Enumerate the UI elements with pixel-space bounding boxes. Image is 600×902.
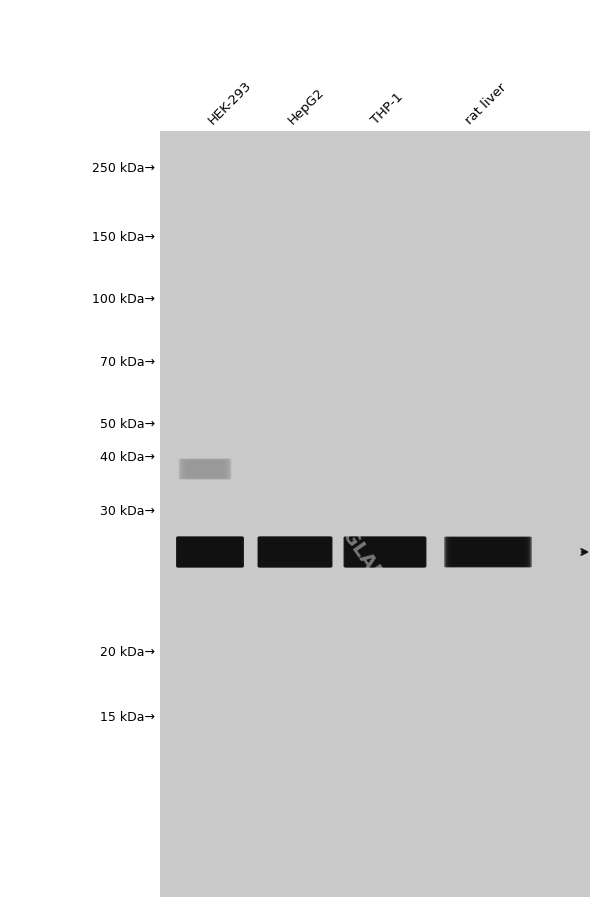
FancyBboxPatch shape	[181, 460, 229, 479]
FancyBboxPatch shape	[353, 539, 416, 566]
FancyBboxPatch shape	[352, 539, 418, 566]
FancyBboxPatch shape	[262, 538, 328, 566]
FancyBboxPatch shape	[265, 538, 325, 566]
FancyBboxPatch shape	[447, 538, 529, 567]
Text: rat liver: rat liver	[463, 81, 509, 127]
FancyBboxPatch shape	[266, 539, 324, 566]
FancyBboxPatch shape	[179, 459, 232, 480]
FancyBboxPatch shape	[354, 539, 416, 566]
FancyBboxPatch shape	[178, 538, 242, 567]
FancyBboxPatch shape	[179, 538, 241, 567]
FancyBboxPatch shape	[267, 539, 323, 566]
FancyBboxPatch shape	[350, 538, 420, 566]
FancyBboxPatch shape	[344, 537, 426, 567]
FancyBboxPatch shape	[451, 538, 526, 566]
FancyBboxPatch shape	[183, 539, 237, 566]
FancyBboxPatch shape	[258, 537, 332, 567]
FancyBboxPatch shape	[181, 538, 239, 566]
FancyBboxPatch shape	[182, 538, 238, 566]
FancyBboxPatch shape	[349, 538, 421, 566]
FancyBboxPatch shape	[180, 538, 240, 566]
FancyBboxPatch shape	[261, 538, 329, 566]
FancyBboxPatch shape	[178, 538, 242, 567]
FancyBboxPatch shape	[179, 459, 231, 480]
FancyBboxPatch shape	[176, 537, 244, 567]
FancyBboxPatch shape	[449, 538, 527, 566]
FancyBboxPatch shape	[182, 460, 228, 479]
Text: THP-1: THP-1	[369, 90, 406, 127]
FancyBboxPatch shape	[449, 538, 526, 566]
FancyBboxPatch shape	[182, 460, 227, 479]
FancyBboxPatch shape	[347, 538, 423, 567]
FancyBboxPatch shape	[180, 459, 230, 480]
FancyBboxPatch shape	[185, 539, 235, 565]
FancyBboxPatch shape	[260, 538, 330, 567]
FancyBboxPatch shape	[452, 538, 524, 566]
FancyBboxPatch shape	[448, 538, 528, 566]
FancyBboxPatch shape	[263, 538, 326, 566]
Text: 100 kDa→: 100 kDa→	[92, 293, 155, 306]
FancyBboxPatch shape	[181, 538, 239, 566]
FancyBboxPatch shape	[260, 538, 329, 567]
FancyBboxPatch shape	[353, 539, 417, 566]
Text: HEK-293: HEK-293	[206, 78, 254, 127]
FancyBboxPatch shape	[445, 537, 531, 567]
FancyBboxPatch shape	[184, 539, 236, 566]
FancyBboxPatch shape	[176, 537, 244, 568]
Text: 70 kDa→: 70 kDa→	[100, 356, 155, 369]
FancyBboxPatch shape	[451, 538, 525, 566]
FancyBboxPatch shape	[181, 538, 239, 566]
FancyBboxPatch shape	[179, 538, 241, 566]
FancyBboxPatch shape	[181, 459, 229, 480]
Text: 30 kDa→: 30 kDa→	[100, 505, 155, 518]
FancyBboxPatch shape	[185, 539, 235, 566]
FancyBboxPatch shape	[444, 537, 532, 568]
FancyBboxPatch shape	[259, 538, 331, 567]
FancyBboxPatch shape	[268, 539, 322, 565]
FancyBboxPatch shape	[264, 538, 326, 566]
FancyBboxPatch shape	[355, 539, 415, 565]
Text: HepG2: HepG2	[286, 86, 327, 127]
FancyBboxPatch shape	[345, 538, 425, 567]
FancyBboxPatch shape	[446, 538, 530, 567]
FancyBboxPatch shape	[177, 538, 243, 567]
FancyBboxPatch shape	[455, 539, 521, 566]
Text: 20 kDa→: 20 kDa→	[100, 646, 155, 658]
Text: 150 kDa→: 150 kDa→	[92, 231, 155, 244]
Bar	[160, 132, 590, 897]
FancyBboxPatch shape	[453, 539, 523, 566]
Text: 250 kDa→: 250 kDa→	[92, 161, 155, 174]
FancyBboxPatch shape	[347, 538, 422, 566]
FancyBboxPatch shape	[182, 538, 238, 566]
FancyBboxPatch shape	[266, 539, 323, 566]
FancyBboxPatch shape	[346, 538, 425, 567]
Text: 50 kDa→: 50 kDa→	[100, 418, 155, 431]
FancyBboxPatch shape	[262, 538, 328, 566]
FancyBboxPatch shape	[349, 538, 421, 566]
FancyBboxPatch shape	[448, 538, 529, 567]
Text: 40 kDa→: 40 kDa→	[100, 451, 155, 464]
FancyBboxPatch shape	[257, 537, 332, 568]
FancyBboxPatch shape	[265, 539, 325, 566]
FancyBboxPatch shape	[445, 538, 530, 567]
FancyBboxPatch shape	[184, 460, 226, 479]
FancyBboxPatch shape	[183, 460, 227, 479]
FancyBboxPatch shape	[452, 538, 523, 566]
FancyBboxPatch shape	[346, 538, 424, 567]
FancyBboxPatch shape	[454, 539, 522, 566]
FancyBboxPatch shape	[263, 538, 327, 566]
FancyBboxPatch shape	[351, 538, 419, 566]
FancyBboxPatch shape	[348, 538, 422, 566]
FancyBboxPatch shape	[184, 539, 236, 566]
FancyBboxPatch shape	[352, 538, 419, 566]
Text: 15 kDa→: 15 kDa→	[100, 711, 155, 723]
FancyBboxPatch shape	[259, 538, 331, 567]
Text: WWW.PGLAB.COM: WWW.PGLAB.COM	[290, 457, 420, 632]
FancyBboxPatch shape	[343, 537, 427, 568]
